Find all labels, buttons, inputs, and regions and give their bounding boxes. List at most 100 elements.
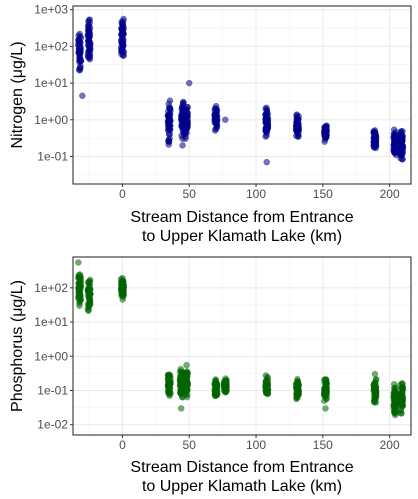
x-tick-label: 50 (183, 438, 197, 452)
y-tick-label: 1e+02 (34, 39, 68, 53)
plot-border (72, 256, 412, 436)
data-point (120, 15, 127, 23)
data-point (167, 108, 174, 115)
data-point (182, 119, 189, 127)
plot-background (73, 6, 411, 184)
data-point (166, 384, 173, 391)
data-point (262, 126, 270, 134)
x-tick-label: 50 (183, 187, 197, 201)
data-point (85, 278, 93, 285)
data-point (293, 388, 301, 395)
data-point (77, 57, 85, 65)
y-tick-label: 1e-02 (37, 418, 68, 432)
data-point (372, 376, 380, 383)
data-point (213, 124, 221, 132)
data-point (322, 405, 329, 412)
data-point (183, 129, 190, 136)
y-axis-title: Phosphorus (μg/L) (9, 280, 26, 412)
data-point (165, 138, 173, 145)
y-tick-label: 1e+01 (34, 76, 68, 90)
data-point (322, 393, 329, 400)
data-point (391, 396, 399, 403)
data-point (294, 131, 302, 138)
y-tick-label: 1e+02 (34, 281, 68, 295)
x-tick-label: 150 (313, 187, 333, 201)
data-point (293, 120, 300, 128)
y-axis-title: Nitrogen (μg/L) (9, 41, 26, 148)
y-tick-label: 1e-01 (37, 384, 68, 398)
data-point (76, 67, 83, 74)
data-point (399, 394, 406, 401)
x-tick-label: 200 (380, 438, 400, 452)
data-point (263, 114, 270, 122)
x-tick-label: 0 (119, 187, 126, 201)
data-point (184, 112, 191, 120)
data-point (166, 97, 174, 104)
data-point (182, 378, 189, 386)
y-tick-label: 1e-01 (37, 149, 68, 163)
x-axis-title-line1: Stream Distance from Entrance (130, 209, 353, 226)
data-point (390, 380, 398, 388)
data-point (178, 405, 185, 412)
data-point (212, 110, 219, 118)
data-point (321, 376, 328, 383)
data-point (118, 31, 125, 38)
data-point (211, 392, 219, 399)
chart-panel-1: 0 50 100 150 200 1e-01 1e+00 1e+01 1e+02 1e+03 Str… (9, 3, 412, 245)
data-point (399, 142, 407, 150)
data-point (76, 291, 84, 298)
data-point (119, 291, 126, 299)
x-axis-title-line2: to Upper Klamath Lake (km) (142, 478, 342, 495)
x-tick-label: 100 (246, 438, 266, 452)
data-point (263, 120, 271, 128)
x-axis-title-line1: Stream Distance from Entrance (130, 459, 353, 476)
data-points (75, 259, 407, 419)
x-tick-label: 150 (313, 438, 333, 452)
data-point (293, 380, 300, 387)
chart-panel-2: 0 50 100 150 200 1e-02 1e-01 1e+00 1e+01 1e+02 Str… (9, 256, 412, 495)
data-point (371, 370, 379, 378)
data-point (397, 407, 405, 415)
data-point (85, 38, 93, 46)
x-tick-label: 0 (119, 438, 126, 452)
data-point (182, 387, 189, 394)
data-point (76, 271, 84, 278)
data-point (166, 392, 173, 399)
data-point (179, 142, 186, 149)
data-point (263, 158, 270, 166)
data-point (371, 137, 379, 145)
data-point (75, 259, 82, 266)
data-point (79, 92, 86, 100)
data-point (397, 151, 404, 158)
data-point (86, 51, 93, 58)
data-point (370, 398, 378, 405)
data-point (399, 401, 407, 409)
data-point (77, 44, 84, 51)
data-point (183, 107, 190, 114)
data-point (371, 388, 379, 395)
data-point (183, 361, 190, 369)
data-point (262, 379, 270, 386)
data-point (86, 16, 94, 23)
data-point (398, 384, 406, 392)
plot-background (73, 257, 411, 435)
data-point (398, 136, 405, 143)
x-tick-label: 100 (246, 187, 266, 201)
data-point (166, 126, 174, 133)
data-point (321, 132, 328, 140)
data-point (211, 380, 218, 387)
data-point (264, 386, 271, 394)
data-point (221, 380, 228, 387)
data-point (186, 79, 193, 87)
data-point (222, 116, 229, 123)
plot-border (72, 5, 412, 185)
data-point (77, 296, 85, 304)
x-tick-label: 200 (380, 187, 400, 201)
data-point (85, 44, 93, 51)
x-axis-title-line2: to Upper Klamath Lake (km) (142, 228, 342, 245)
data-point (85, 289, 92, 296)
data-point (85, 28, 93, 35)
y-tick-label: 1e+03 (34, 3, 68, 17)
data-point (164, 371, 172, 379)
